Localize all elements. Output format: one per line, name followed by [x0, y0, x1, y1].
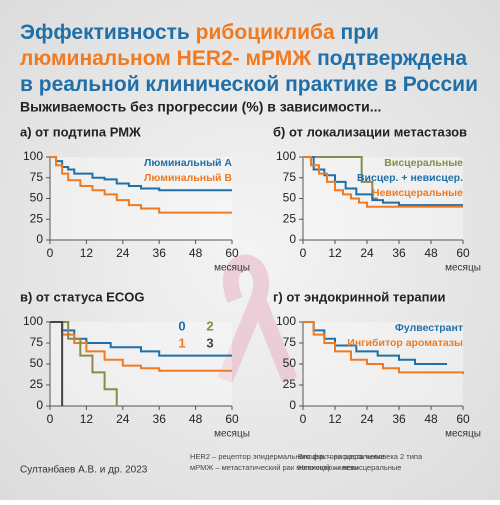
- legend-entry: Висцер. + невисцер.: [357, 172, 463, 184]
- x-tick-label: 24: [360, 246, 374, 260]
- y-tick-label: 25: [283, 377, 297, 391]
- x-tick-label: 24: [116, 412, 130, 426]
- y-tick-label: 0: [36, 232, 43, 246]
- title-line: Эффективность рибоциклиба при: [20, 21, 379, 44]
- subtitle: Выживаемость без прогрессии (%) в зависи…: [20, 99, 381, 115]
- y-tick-label: 100: [276, 149, 296, 163]
- x-tick-label: 0: [300, 412, 307, 426]
- x-tick-label: 24: [116, 246, 130, 260]
- plot-area: [50, 322, 232, 406]
- x-tick-label: 60: [456, 246, 470, 260]
- legend-entry: 1: [178, 335, 185, 350]
- x-tick-label: 0: [47, 246, 54, 260]
- y-tick-label: 75: [30, 335, 44, 349]
- title-part: люминальном HER2- мРМЖ: [20, 47, 312, 70]
- survival-curve: [303, 321, 464, 375]
- survival-curve: [50, 156, 232, 192]
- y-tick-label: 75: [283, 335, 297, 349]
- y-tick-label: 100: [23, 314, 43, 328]
- chart-title: г) от эндокринной терапии: [273, 289, 445, 304]
- title-part: при: [335, 21, 379, 44]
- chart-title: в) от статуса ECOG: [20, 289, 144, 304]
- x-axis-label: месяцы: [214, 429, 250, 440]
- y-tick-label: 50: [30, 356, 44, 370]
- y-tick-label: 50: [30, 191, 44, 205]
- x-tick-label: 0: [300, 246, 307, 260]
- legend-entry: Невисцеральные: [372, 187, 463, 199]
- plot-area: [50, 157, 232, 240]
- legend-entry: 2: [206, 318, 213, 333]
- y-tick-label: 25: [30, 211, 44, 225]
- legend-entry: Фулвестрант: [395, 322, 463, 334]
- footnote: HER2 – рецептор эпидермального фактора р…: [190, 452, 423, 461]
- footnote: Висцер. – висцеральные: [298, 452, 385, 461]
- x-tick-label: 48: [424, 412, 438, 426]
- x-tick-label: 24: [360, 412, 374, 426]
- y-tick-label: 50: [283, 191, 297, 205]
- survival-curve: [303, 156, 463, 207]
- title-line: в реальной клинической практике в России: [20, 73, 478, 96]
- title-part: подтверждена: [311, 47, 467, 70]
- x-tick-label: 12: [328, 412, 342, 426]
- legend-entry: Ингибитор ароматазы: [347, 337, 463, 349]
- legend-entry: 3: [206, 335, 213, 350]
- y-tick-label: 100: [276, 314, 296, 328]
- legend-entry: Люминальный А: [144, 157, 232, 169]
- legend-entry: Люминальный В: [144, 172, 232, 184]
- y-tick-label: 0: [289, 398, 296, 412]
- x-tick-label: 48: [189, 412, 203, 426]
- x-axis-label: месяцы: [445, 263, 481, 274]
- title-part: в реальной клинической практике в России: [20, 73, 478, 96]
- citation: Султанбаев А.В. и др. 2023: [20, 464, 148, 476]
- title-line: люминальном HER2- мРМЖ подтверждена: [20, 47, 467, 70]
- y-tick-label: 25: [30, 377, 44, 391]
- y-tick-label: 75: [30, 170, 44, 184]
- survival-curve: [50, 321, 232, 357]
- title-part: рибоциклиба: [196, 21, 335, 44]
- footnote: мРМЖ – метастатический рак молочной желе…: [190, 463, 358, 472]
- legend-entry: Висцеральные: [384, 157, 463, 169]
- y-tick-label: 100: [23, 149, 43, 163]
- survival-curve: [303, 321, 447, 365]
- y-tick-label: 50: [283, 356, 297, 370]
- x-axis-label: месяцы: [445, 429, 481, 440]
- footnote: Невисцер. – невисцеральные: [298, 463, 401, 472]
- x-tick-label: 60: [225, 412, 239, 426]
- chart-title: а) от подтипа РМЖ: [20, 124, 141, 139]
- x-tick-label: 60: [225, 246, 239, 260]
- plot-area: [303, 157, 463, 240]
- ribbon: [217, 254, 298, 384]
- y-tick-label: 25: [283, 211, 297, 225]
- x-tick-label: 48: [424, 246, 438, 260]
- x-tick-label: 36: [392, 246, 406, 260]
- survival-curve: [50, 156, 232, 214]
- x-tick-label: 0: [47, 412, 54, 426]
- title-part: Эффективность: [20, 21, 196, 44]
- x-tick-label: 12: [328, 246, 342, 260]
- x-axis-label: месяцы: [214, 263, 250, 274]
- x-tick-label: 36: [153, 246, 167, 260]
- x-tick-label: 36: [392, 412, 406, 426]
- x-tick-label: 12: [80, 412, 94, 426]
- survival-curve: [50, 321, 64, 406]
- x-tick-label: 12: [80, 246, 94, 260]
- survival-curve: [50, 321, 118, 406]
- x-tick-label: 36: [153, 412, 167, 426]
- legend-entry: 0: [178, 318, 185, 333]
- y-tick-label: 0: [36, 398, 43, 412]
- x-tick-label: 60: [456, 412, 470, 426]
- y-tick-label: 0: [289, 232, 296, 246]
- chart-title: б) от локализации метастазов: [273, 124, 467, 139]
- x-tick-label: 48: [189, 246, 203, 260]
- survival-curve: [303, 156, 463, 208]
- y-tick-label: 75: [283, 170, 297, 184]
